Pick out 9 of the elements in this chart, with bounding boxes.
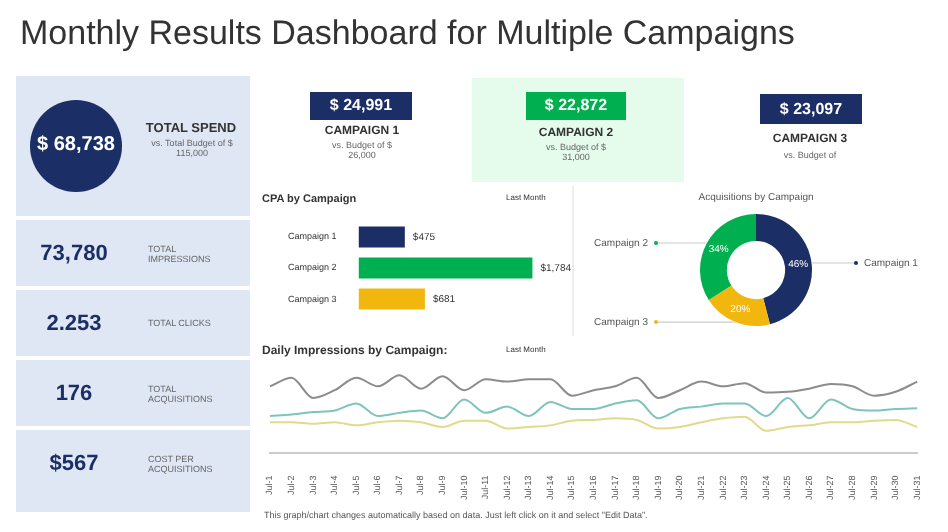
text: $ 23,097 — [760, 94, 862, 124]
text: 2.253 — [44, 312, 104, 337]
text: $ 68,738 — [30, 100, 122, 192]
text: Monthly Results Dashboard for Multiple Campaigns — [20, 14, 795, 54]
text: $ 22,872 — [526, 92, 626, 120]
text: $ 24,991 — [310, 92, 412, 120]
text: $567 — [47, 452, 101, 477]
text: 73,780 — [38, 242, 110, 267]
text: 176 — [53, 382, 95, 407]
